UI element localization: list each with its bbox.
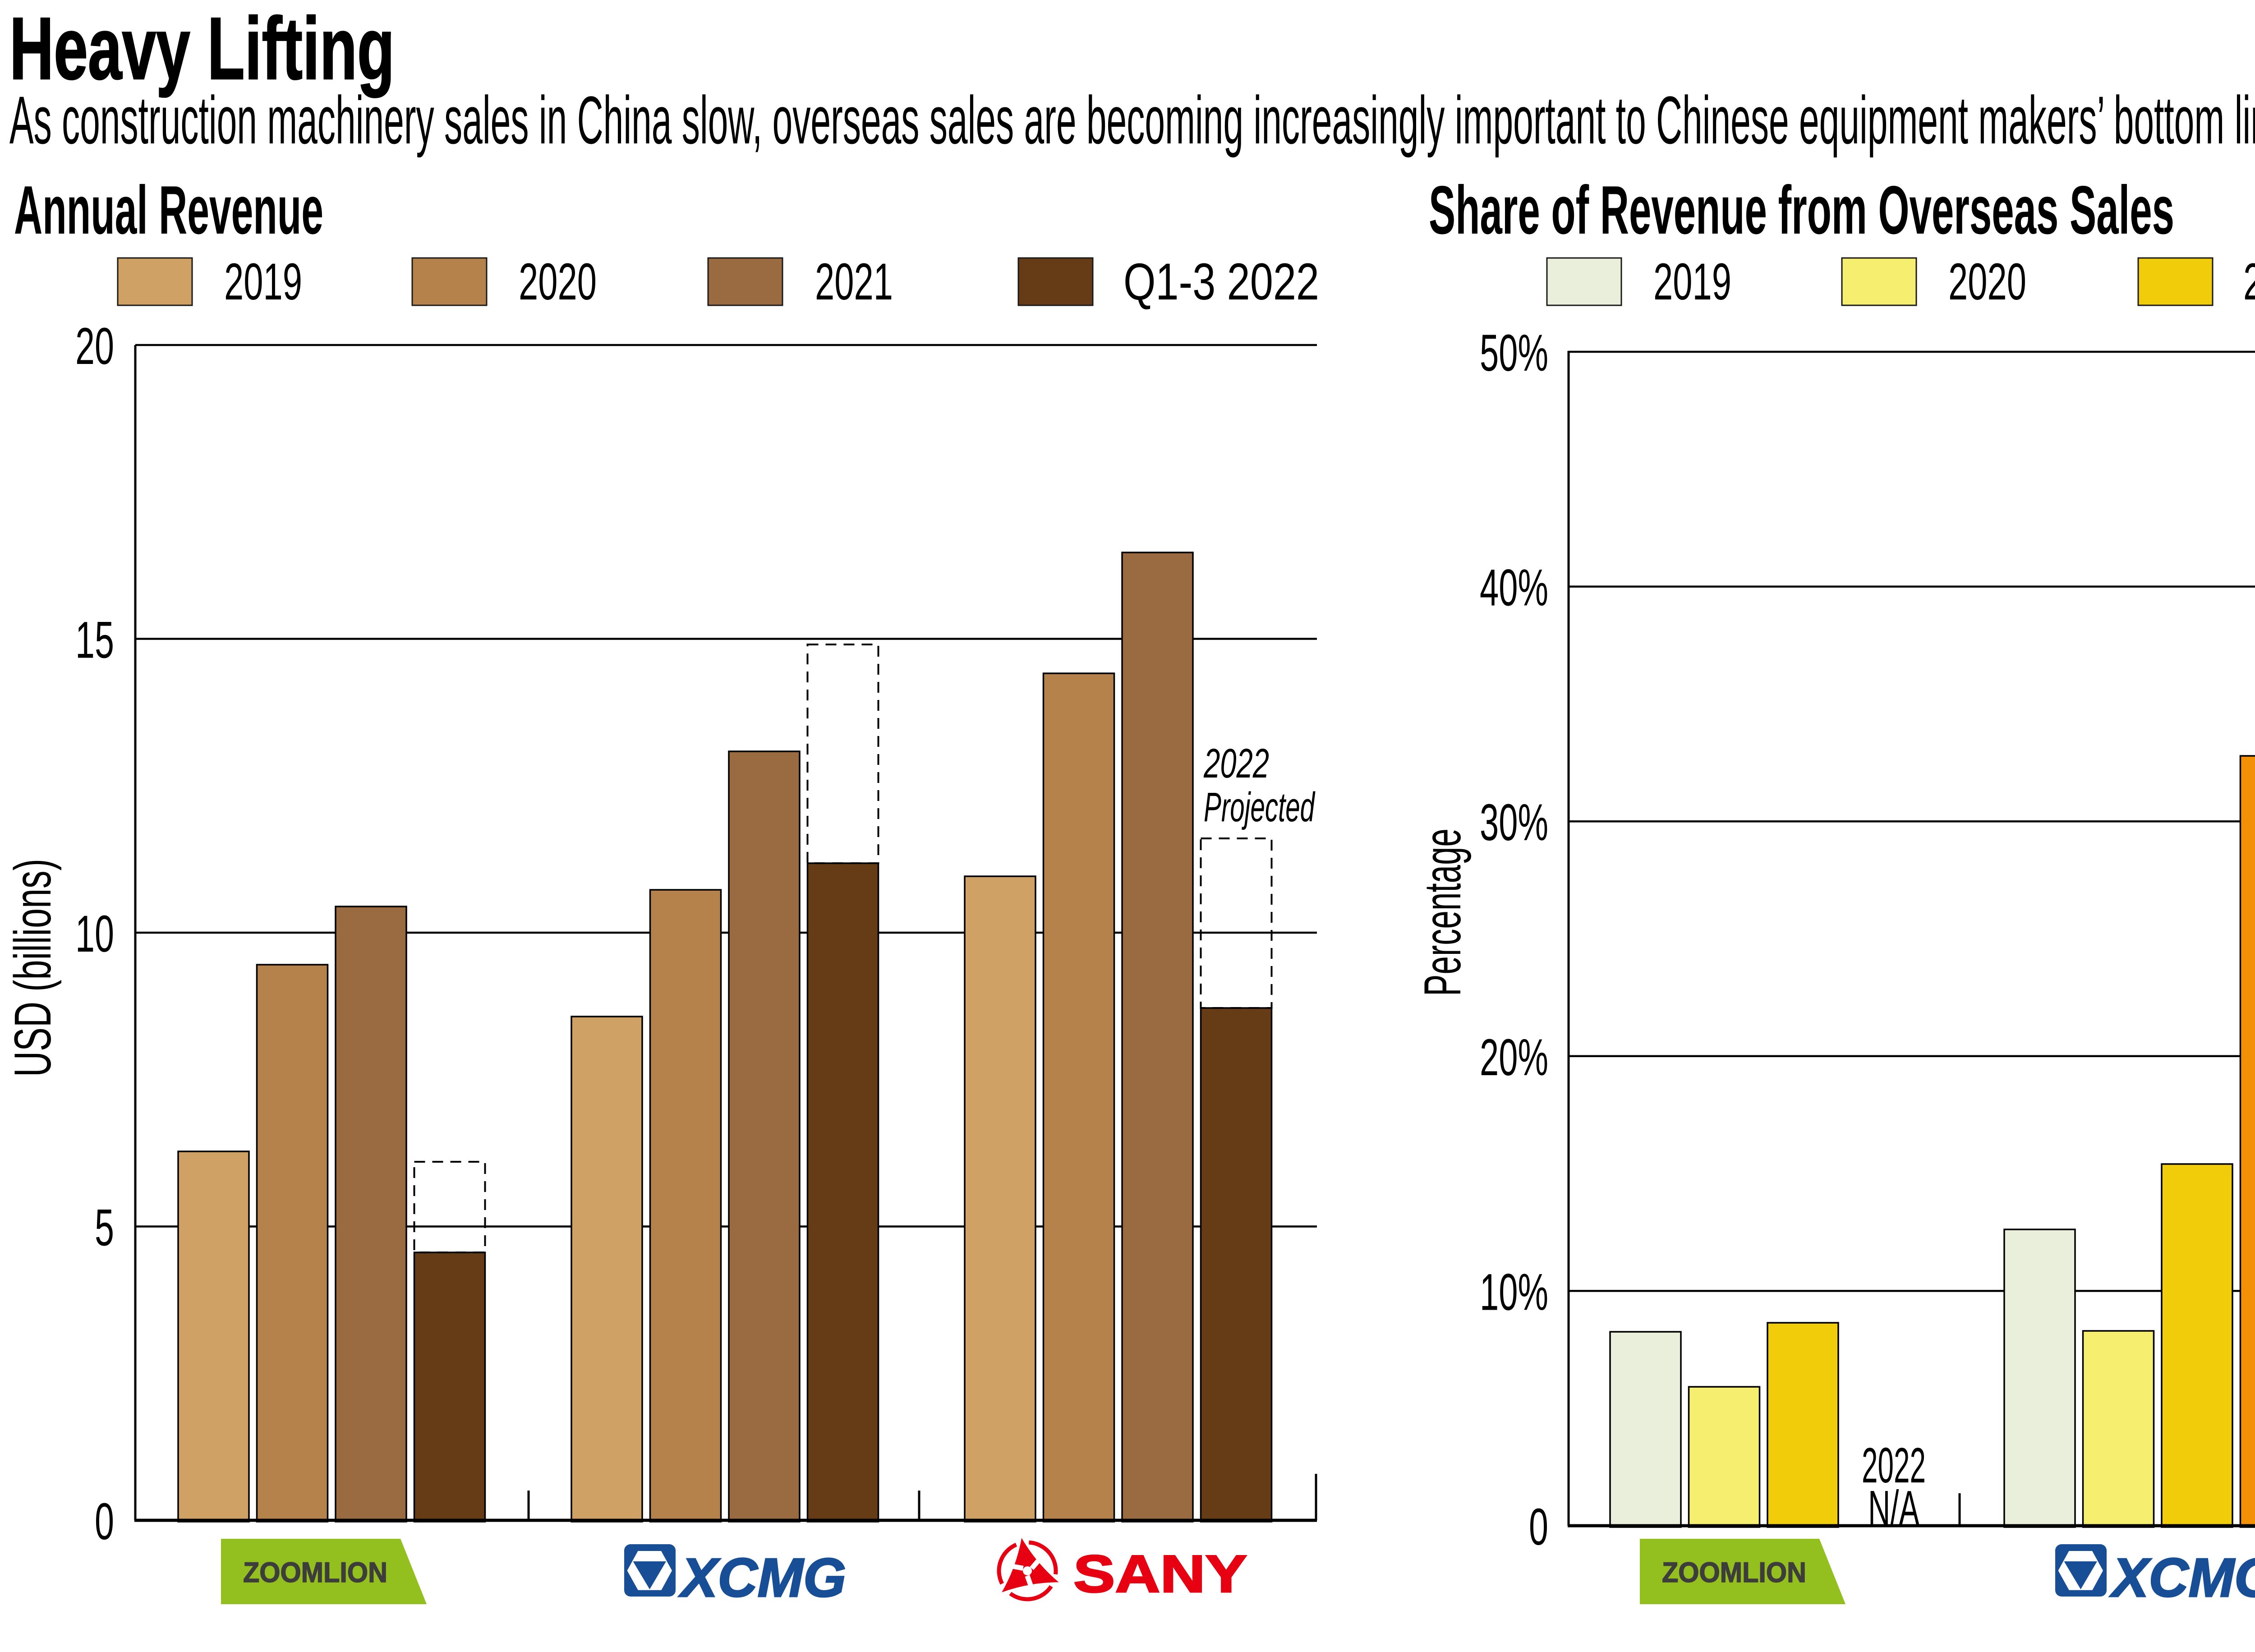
svg-text:2022: 2022	[1862, 1438, 1926, 1493]
svg-text:USD (billions): USD (billions)	[4, 859, 62, 1077]
svg-text:XCMG: XCMG	[2109, 1547, 2255, 1608]
svg-text:2020: 2020	[519, 253, 597, 311]
svg-text:As construction machinery sale: As construction machinery sales in China…	[9, 82, 2255, 158]
svg-text:15: 15	[75, 612, 114, 669]
svg-text:30%: 30%	[1480, 794, 1548, 851]
svg-text:5: 5	[95, 1199, 114, 1257]
svg-text:ZOOMLION: ZOOMLION	[1662, 1557, 1806, 1588]
svg-text:0: 0	[1529, 1498, 1548, 1556]
svg-text:2019: 2019	[1653, 253, 1731, 311]
svg-text:SANY: SANY	[1073, 1544, 1247, 1603]
svg-text:ZOOMLION: ZOOMLION	[243, 1557, 387, 1588]
svg-text:Heavy Lifting: Heavy Lifting	[9, 0, 395, 98]
svg-text:2022: 2022	[1203, 741, 1269, 787]
svg-text:2021: 2021	[815, 253, 893, 311]
svg-text:Q1-3 2022: Q1-3 2022	[1123, 253, 1319, 311]
svg-text:20: 20	[75, 318, 114, 375]
svg-text:XCMG: XCMG	[678, 1547, 846, 1608]
svg-text:40%: 40%	[1480, 559, 1548, 617]
svg-text:2021: 2021	[2243, 253, 2255, 311]
svg-text:2020: 2020	[1948, 253, 2026, 311]
svg-text:N/A: N/A	[1868, 1481, 1919, 1536]
svg-text:Annual Revenue: Annual Revenue	[14, 172, 323, 248]
svg-text:Projected: Projected	[1204, 784, 1316, 830]
svg-text:2019: 2019	[224, 253, 302, 311]
svg-text:50%: 50%	[1480, 324, 1548, 382]
svg-text:10%: 10%	[1480, 1263, 1548, 1321]
svg-text:Share of Revenue from Overseas: Share of Revenue from Overseas Sales	[1429, 172, 2174, 248]
svg-text:0: 0	[95, 1493, 114, 1551]
svg-text:10: 10	[75, 905, 114, 963]
svg-text:Percentage: Percentage	[1414, 828, 1472, 996]
svg-text:20%: 20%	[1480, 1029, 1548, 1086]
